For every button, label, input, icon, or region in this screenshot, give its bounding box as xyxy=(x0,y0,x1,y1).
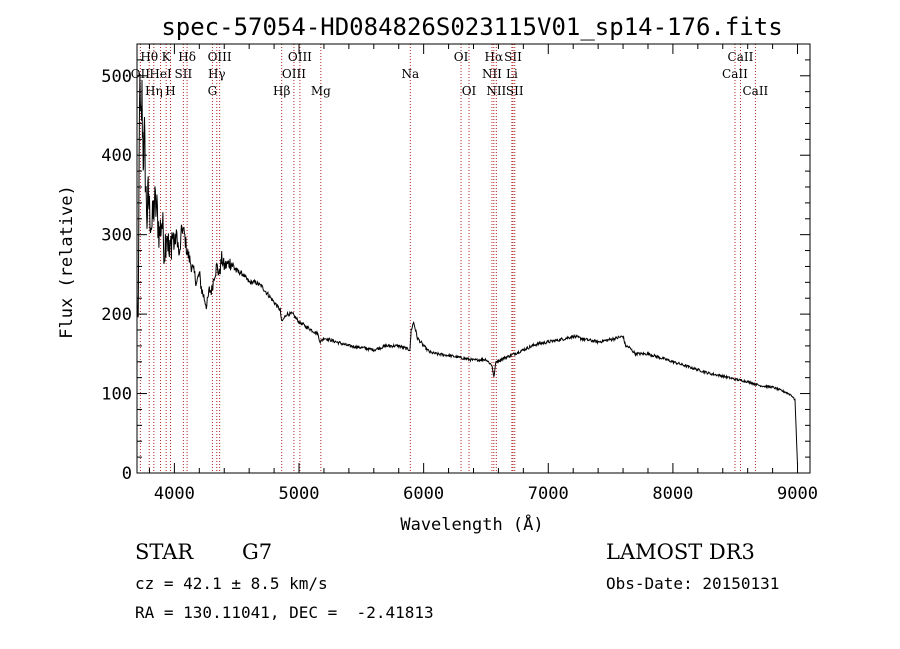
plot-area xyxy=(136,73,798,466)
x-tick-label: 4000 xyxy=(154,484,195,504)
line-marker-label: H xyxy=(165,84,175,98)
line-marker-label: OI xyxy=(462,84,477,98)
y-tick-label: 200 xyxy=(101,305,132,325)
line-marker-label: Hα xyxy=(485,50,504,64)
line-marker-label: Hθ xyxy=(140,50,158,64)
line-marker-label: NII xyxy=(482,67,502,81)
x-tick-label: 5000 xyxy=(279,484,320,504)
line-marker-label: SII xyxy=(504,50,522,64)
line-marker-label: OII xyxy=(131,67,151,81)
object-subclass: G7 xyxy=(242,540,273,564)
x-tick-label: 7000 xyxy=(528,484,569,504)
line-marker-label: CaII xyxy=(742,84,768,98)
y-tick-label: 400 xyxy=(101,146,132,166)
line-marker-label: G xyxy=(208,84,218,98)
x-axis-label: Wavelength (Å) xyxy=(400,513,543,535)
y-axis-label: Flux (relative) xyxy=(57,185,77,339)
line-marker-label: Hη xyxy=(145,84,163,98)
spectrum-line xyxy=(136,73,798,466)
line-marker-label: OIII xyxy=(282,67,306,81)
line-marker-label: Hγ xyxy=(208,67,226,81)
chart-title: spec-57054-HD084826S023115V01_sp14-176.f… xyxy=(161,13,782,41)
line-marker-label: Hδ xyxy=(178,50,196,64)
object-class: STAR xyxy=(135,540,194,564)
plot-frame xyxy=(136,43,811,474)
axes: 4000 5000 6000 7000 8000 9000 0 100 200 300 400 500 xyxy=(101,43,818,504)
emission-line-markers: Hθ OII Hη K HeI H Hδ SII OIII Hγ G Hβ OIII OIII Mg Na OI… xyxy=(131,44,769,473)
line-marker-label: K xyxy=(162,50,172,64)
y-tick-label: 500 xyxy=(101,67,132,87)
coordinates: RA = 130.11041, DEC = -2.41813 xyxy=(135,603,434,622)
line-marker-label: OIII xyxy=(288,50,312,64)
line-marker-label: CaII xyxy=(728,50,754,64)
y-tick-label: 300 xyxy=(101,226,132,246)
line-marker-label: SII xyxy=(506,84,524,98)
x-tick-label: 8000 xyxy=(652,484,693,504)
line-marker-label: Na xyxy=(401,67,419,81)
line-marker-label: CaII xyxy=(722,67,748,81)
x-tick-label: 9000 xyxy=(777,484,818,504)
line-marker-label: NII xyxy=(486,84,506,98)
observation-date: Obs-Date: 20150131 xyxy=(606,574,780,593)
x-tick-label: 6000 xyxy=(403,484,444,504)
line-marker-label: SII xyxy=(175,67,193,81)
line-marker-label: OIII xyxy=(208,50,232,64)
line-marker-label: OI xyxy=(454,50,469,64)
survey-name: LAMOST DR3 xyxy=(606,540,755,564)
redshift-cz: cz = 42.1 ± 8.5 km/s xyxy=(135,574,328,593)
y-tick-label: 100 xyxy=(101,385,132,405)
line-marker-label: HeI xyxy=(149,67,172,81)
line-marker-label: Li xyxy=(506,67,518,81)
line-marker-label: Mg xyxy=(311,84,331,98)
line-marker-label: Hβ xyxy=(273,84,290,98)
y-tick-label: 0 xyxy=(122,464,132,484)
